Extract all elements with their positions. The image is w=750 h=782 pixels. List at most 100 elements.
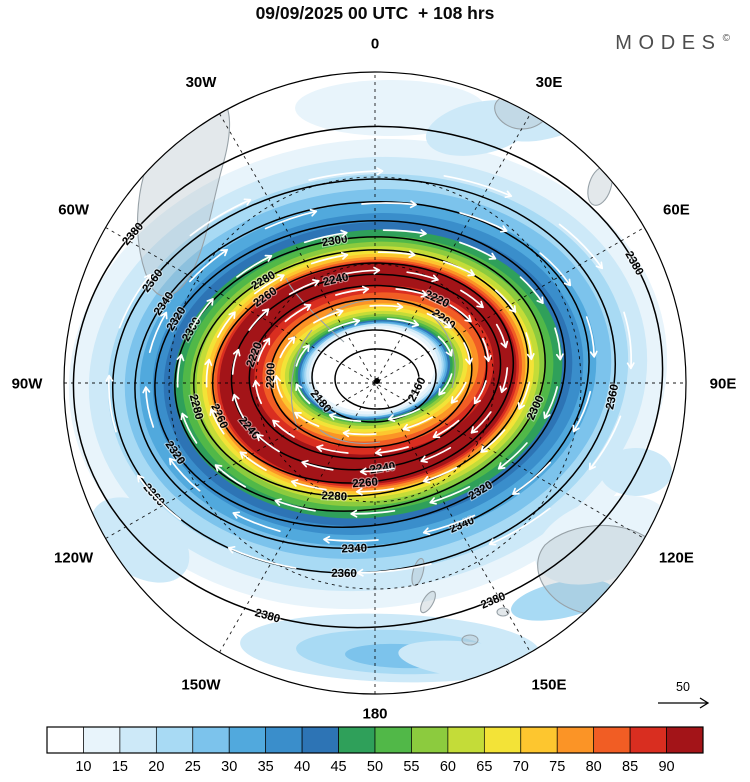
wind-arrow [382, 229, 427, 237]
wind-arrow [402, 416, 433, 432]
map-boundary [63, 71, 687, 695]
wind-arrow [359, 467, 395, 476]
wind-arrow [118, 273, 152, 329]
meridian-line [219, 113, 531, 653]
wind-arrow [323, 535, 379, 544]
colorbar-cell [192, 726, 230, 754]
wind-arrow [432, 419, 460, 439]
wind-arrow [539, 252, 572, 287]
wind-arrow [295, 344, 310, 367]
contour-2160 [334, 348, 420, 410]
wind-arrow [554, 327, 564, 361]
wind-arrow [459, 241, 497, 260]
colorbar-tick: 35 [258, 759, 274, 775]
wind-arrow [256, 433, 280, 453]
contour-2320 [154, 220, 566, 528]
colorbar-cell [155, 726, 194, 754]
wind-arrow [450, 381, 467, 404]
contour-2340 [134, 200, 590, 550]
colorbar-cell [301, 726, 339, 754]
map-layers: 2380238023802380236023602360236023402340… [64, 72, 686, 694]
wind-arrow [227, 545, 297, 569]
longitude-label-60W: 60W [58, 201, 90, 218]
contour-2180 [311, 329, 437, 423]
wind-patch [425, 100, 535, 156]
wind-arrow [517, 381, 531, 410]
wind-arrow [214, 464, 246, 488]
wind-arrow [429, 485, 471, 505]
colorbar-cell [483, 726, 522, 754]
wind-arrow [495, 323, 509, 349]
wind-arrow [180, 412, 198, 444]
wind-arrow [105, 374, 117, 433]
longitude-label-30E: 30E [536, 74, 563, 91]
wind-arrow [290, 479, 327, 491]
contour-2240 [230, 273, 502, 471]
colorbar-cell [629, 726, 667, 754]
wind-arrow [488, 507, 551, 546]
colorbar-tick: 65 [476, 759, 492, 775]
colorbar: 10 15 20 25 30 35 40 45 50 55 60 65 70 75 80 85 90 [46, 726, 704, 775]
longitude-label-120W: 120W [54, 549, 94, 566]
wind-arrow [495, 289, 517, 313]
pole-marker [374, 378, 380, 384]
wind-arrow [558, 223, 604, 270]
wind-arrow [328, 412, 362, 423]
wind-arrow [273, 375, 283, 398]
longitude-label-90E: 90E [710, 375, 737, 392]
colorbar-cell [46, 726, 84, 754]
colorbar-cell [83, 726, 121, 754]
wind-arrow [248, 308, 270, 331]
colorbar-cell [593, 726, 631, 754]
wind-arrow [438, 373, 453, 396]
colorbar-cell [556, 726, 595, 754]
wind-arrow [386, 317, 420, 328]
wind-arrow [191, 298, 214, 329]
colorbar-tick: 10 [75, 759, 91, 775]
wind-arrow [274, 498, 316, 512]
wind-arrow [279, 336, 296, 359]
wind-arrow [310, 251, 349, 265]
wind-arrow [406, 271, 439, 283]
longitude-labels: 0 30E 60E 90E 120E 150E 180 150W 120W 90W 60W 30W [12, 35, 737, 722]
wind-arrow [361, 200, 417, 209]
contour-layer [72, 125, 664, 629]
wind-arrow [442, 260, 476, 277]
colorbar-cell [228, 726, 267, 754]
contour-2200 [269, 298, 473, 448]
wind-arrow [136, 474, 182, 521]
longitude-label-180: 180 [362, 705, 387, 722]
colorbar-tick: 90 [658, 759, 674, 775]
wind-arrow [512, 461, 552, 496]
reference-arrow-glyph [658, 697, 710, 709]
wind-band [313, 328, 435, 412]
contour-label: 2340 [341, 543, 367, 556]
longitude-label-30W: 30W [186, 74, 218, 91]
wind-arrow [313, 308, 344, 324]
wind-arrow [350, 509, 396, 518]
contour-2300 [174, 236, 546, 512]
wind-arrow [176, 353, 185, 388]
wind-arrow [356, 563, 432, 577]
coastline-antarctica [290, 329, 313, 431]
wind-arrow [463, 342, 473, 365]
wind-arrow [449, 304, 472, 323]
contour-label: 2200 [265, 362, 278, 388]
contour-label: 2360 [331, 568, 357, 580]
wind-arrow [254, 274, 285, 295]
wind-arrow [335, 285, 370, 296]
wind-arrow [204, 358, 213, 388]
wind-arrow [497, 442, 528, 470]
colorbar-cell [338, 726, 376, 754]
longitude-label-90W: 90W [12, 375, 44, 392]
wind-arrow [272, 419, 295, 438]
colorbar-cell [119, 726, 157, 754]
wind-arrow [572, 390, 592, 433]
wind-arrow [288, 279, 320, 296]
brand-copyright-mark: © [722, 33, 730, 45]
colorbar-tick: 40 [294, 759, 310, 775]
wind-arrow [437, 335, 453, 357]
colorbar-tick: 20 [148, 759, 164, 775]
wind-arrow [232, 511, 281, 533]
wind-arrow [231, 348, 241, 375]
